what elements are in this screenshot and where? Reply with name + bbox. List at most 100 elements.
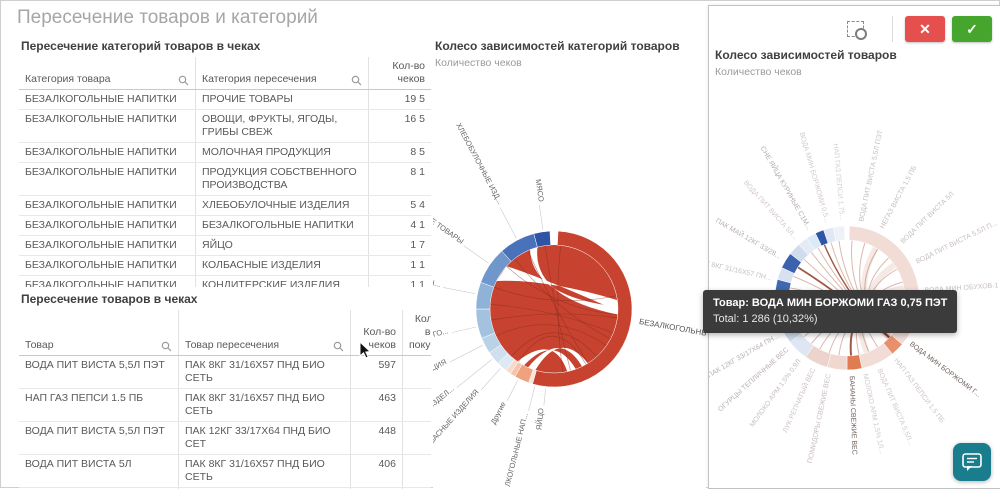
table-cell[interactable] — [403, 356, 431, 388]
table-cell[interactable] — [403, 422, 431, 454]
table-cell[interactable]: 4 1 — [410, 219, 425, 231]
table-cell[interactable]: ПРОЧИЕ ТОВАРЫ — [196, 90, 369, 109]
product-intersections-table: Товар Товар пересечения Кол-во чеков Кол-во… — [19, 310, 431, 489]
svg-text:ВОДА ПИТ ВИСТА 5,5Л П...: ВОДА ПИТ ВИСТА 5,5Л П... — [915, 220, 998, 266]
table-cell[interactable]: БЕЗАЛКОГОЛЬНЫЕ НАПИТКИ — [19, 196, 196, 215]
column-header-label: Категория товара — [25, 73, 111, 85]
column-header[interactable]: Кол-во покуп — [403, 310, 431, 355]
confirm-selection-button[interactable]: ✓ — [952, 16, 992, 42]
search-icon[interactable] — [178, 75, 189, 86]
table-cell[interactable]: 406 — [351, 455, 403, 487]
table-cell[interactable]: БЕЗАЛКОГОЛЬНЫЕ НАПИТКИ — [19, 256, 196, 275]
mouse-cursor — [359, 341, 372, 359]
table-cell[interactable]: КОНДИТЕРСКИЕ ИЗДЕЛИЯ — [196, 276, 369, 287]
selection-toolbar: ✕ ✓ — [847, 16, 992, 42]
table-cell[interactable]: 19 5 — [404, 93, 425, 105]
column-header[interactable]: Категория пересечения — [196, 57, 369, 89]
table-cell[interactable]: ПАК 8КГ 31/16Х57 ПНД БИО СЕТЬ — [179, 389, 351, 421]
table-cell[interactable]: ОВОЩИ, ФРУКТЫ, ЯГОДЫ, ГРИБЫ СВЕЖ — [196, 110, 369, 142]
table-cell[interactable]: ВОДА ПИТ ВИСТА 5,5Л ПЭТ — [19, 422, 179, 454]
panel-category-wheel: Колесо зависимостей категорий товаров Ко… — [433, 37, 706, 489]
table-row: БЕЗАЛКОГОЛЬНЫЕ НАПИТКИ ПРОДУКЦИЯ СОБСТВЕН… — [19, 163, 431, 196]
panel-product-intersections: Пересечение товаров в чеках Товар Товар п… — [19, 290, 431, 489]
svg-text:ПАК 12КГ 33/17Х64 ПН...: ПАК 12КГ 33/17Х64 ПН... — [709, 333, 780, 380]
table-cell[interactable]: ВОДА ПИТ ВИСТА 5Л — [19, 455, 179, 487]
table-cell[interactable]: НАП ГАЗ ПЕПСИ 1.5 ПБ — [19, 389, 179, 421]
column-header-label: Кол-во покуп — [409, 313, 431, 351]
selections-tool-button[interactable] — [953, 443, 991, 481]
column-header-label: Товар пересечения — [185, 339, 280, 351]
svg-text:Другие: Другие — [489, 400, 508, 425]
selections-bubble-icon — [962, 453, 982, 471]
lasso-dot — [855, 28, 867, 40]
table-cell[interactable]: БЕЗАЛКОГОЛЬНЫЕ НАПИТКИ — [19, 276, 196, 287]
table-cell[interactable]: БЕЗАЛКОГОЛЬНЫЕ НАПИТКИ — [196, 216, 369, 235]
table-cell[interactable]: 16 5 — [404, 113, 425, 125]
table-cell[interactable]: ПРОДУКЦИЯ СОБСТВЕННОГО ПРОИЗВОДСТВА — [196, 163, 369, 195]
column-header-label: Категория пересечения — [202, 73, 317, 85]
table-cell[interactable]: БЕЗАЛКОГОЛЬНЫЕ НАПИТКИ — [19, 143, 196, 162]
table-row: ВОДА ПИТ ВИСТА 5,5Л ПЭТ ПАК 12КГ 33/17Х64… — [19, 422, 431, 455]
search-icon[interactable] — [161, 341, 172, 352]
wheel1-title: Колесо зависимостей категорий товаров — [435, 39, 680, 53]
svg-text:БЕЗАЛКОГОЛЬНЫЕ НАП...: БЕЗАЛКОГОЛЬНЫЕ НАП... — [638, 317, 706, 343]
svg-text:НАП ГАЗ ПЕПСИ 1,75...: НАП ГАЗ ПЕПСИ 1,75... — [832, 143, 846, 220]
table-cell[interactable]: 597 — [351, 356, 403, 388]
svg-text:НЕГАЗ ВИСТА 1,5 ПБ: НЕГАЗ ВИСТА 1,5 ПБ — [879, 164, 918, 230]
table-row: БЕЗАЛКОГОЛЬНЫЕ НАПИТКИ КОНДИТЕРСКИЕ ИЗДЕЛ… — [19, 276, 431, 287]
svg-text:ПОМИДОРЫ СВЕЖИЕ ВЕС: ПОМИДОРЫ СВЕЖИЕ ВЕС — [807, 373, 833, 464]
table-cell[interactable]: ПАК 8КГ 31/16Х57 ПНД БИО СЕТЬ — [179, 356, 351, 388]
search-icon[interactable] — [351, 75, 362, 86]
table-cell[interactable]: КОЛБАСНЫЕ ИЗДЕЛИЯ — [196, 256, 369, 275]
svg-text:ПАК МАЙ 12КГ 33/28...: ПАК МАЙ 12КГ 33/28... — [714, 216, 783, 261]
column-header[interactable]: Кол-во чеков — [369, 57, 431, 89]
table-cell[interactable]: ЯЙЦО — [196, 236, 369, 255]
lasso-selection-icon[interactable] — [847, 21, 867, 40]
table-cell[interactable]: БЕЗАЛКОГОЛЬНЫЕ НАПИТКИ — [19, 163, 196, 195]
table-cell[interactable]: БЕЗАЛКОГОЛЬНЫЕ НАПИТКИ — [19, 110, 196, 142]
table-row: БЕЗАЛКОГОЛЬНЫЕ НАПИТКИ ОВОЩИ, ФРУКТЫ, ЯГО… — [19, 110, 431, 143]
table-cell[interactable]: 8 5 — [410, 146, 425, 158]
table-cell[interactable]: МОЛОЧНАЯ ПРОДУКЦИЯ — [196, 143, 369, 162]
svg-text:ХЛЕБОБУЛОЧНЫЕ ИЗД...: ХЛЕБОБУЛОЧНЫЕ ИЗД... — [454, 121, 505, 205]
category-intersections-table: Категория товара Категория пересечения Кол… — [19, 57, 431, 287]
table-cell[interactable]: 1 1 — [410, 279, 425, 287]
table-row: НАП ГАЗ ПЕПСИ 1.5 ПБ ПАК 8КГ 31/16Х57 ПНД… — [19, 389, 431, 422]
cancel-selection-button[interactable]: ✕ — [905, 16, 945, 42]
svg-text:ЯЙЦО: ЯЙЦО — [534, 408, 545, 431]
table-cell[interactable]: 448 — [351, 422, 403, 454]
table-row: БЕЗАЛКОГОЛЬНЫЕ НАПИТКИ ЯЙЦО 1 7 — [19, 236, 431, 256]
table-cell[interactable]: БЕЗАЛКОГОЛЬНЫЕ НАПИТКИ — [19, 236, 196, 255]
search-icon[interactable] — [333, 341, 344, 352]
svg-text:ОГУРЦЫ ТЕПЛИЧНЫЕ ВЕС: ОГУРЦЫ ТЕПЛИЧНЫЕ ВЕС — [717, 346, 790, 413]
table-cell[interactable]: ПАК 12КГ 33/17Х64 ПНД БИО СЕТ — [179, 422, 351, 454]
table-cell[interactable]: БЕЗАЛКОГОЛЬНЫЕ НАПИТКИ — [19, 90, 196, 109]
table-cell[interactable] — [403, 389, 431, 421]
column-header[interactable]: Товар пересечения — [179, 310, 351, 355]
svg-text:ПАК 8КГ 31/16Х57 ПН...: ПАК 8КГ 31/16Х57 ПН... — [709, 258, 772, 282]
table-cell[interactable]: ВОДА ПИТ ВИСТА 5,5Л ПЭТ — [19, 356, 179, 388]
column-header-label: Кол-во чеков — [363, 326, 396, 351]
table-cell[interactable]: 1 1 — [410, 259, 425, 271]
table-row: БЕЗАЛКОГОЛЬНЫЕ НАПИТКИ ПРОЧИЕ ТОВАРЫ 19 5 — [19, 90, 431, 110]
table-cell[interactable]: 463 — [351, 389, 403, 421]
panel-category-intersections: Пересечение категорий товаров в чеках Ка… — [19, 37, 431, 287]
column-header[interactable]: Категория товара — [19, 57, 196, 89]
table-cell[interactable]: БЕЗАЛКОГОЛЬНЫЕ НАПИТКИ — [19, 216, 196, 235]
table-cell[interactable]: ПАК 8КГ 31/16Х57 ПНД БИО СЕТЬ — [179, 455, 351, 487]
chord-wheel-categories[interactable]: БЕЗАЛКОГОЛЬНЫЕ НАП... ЯЙЦО БЕЗАЛКОГОЛЬНЫЕ … — [433, 69, 706, 487]
column-header[interactable]: Кол-во чеков — [351, 310, 403, 355]
table-cell[interactable]: 5 4 — [410, 199, 425, 211]
column-header-label: Кол-во чеков — [392, 60, 425, 85]
column-header[interactable]: Товар — [19, 310, 179, 355]
svg-text:ОВОЩИ, ФРУКТЫ, ЯГО...: ОВОЩИ, ФРУКТЫ, ЯГО... — [433, 326, 449, 355]
svg-text:БАНАНЫ СВЕЖИЕ ВЕС: БАНАНЫ СВЕЖИЕ ВЕС — [848, 376, 858, 455]
table-cell[interactable] — [403, 455, 431, 487]
table-cell[interactable]: 8 1 — [410, 166, 425, 178]
table-row: БЕЗАЛКОГОЛЬНЫЕ НАПИТКИ МОЛОЧНАЯ ПРОДУКЦИЯ… — [19, 143, 431, 163]
table-cell[interactable]: 1 7 — [410, 239, 425, 251]
tooltip-total-line: Total: 1 286 (10,32%) — [713, 313, 818, 325]
table-cell[interactable]: ХЛЕБОБУЛОЧНЫЕ ИЗДЕЛИЯ — [196, 196, 369, 215]
